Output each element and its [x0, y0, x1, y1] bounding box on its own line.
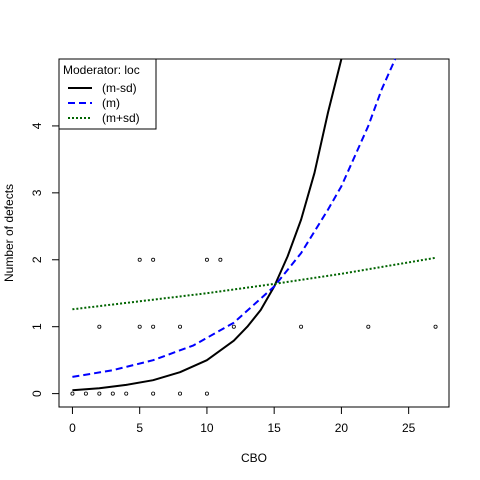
data-point — [83, 391, 88, 396]
data-point — [433, 324, 438, 329]
x-tick-label: 25 — [402, 421, 416, 435]
y-tick-label: 2 — [30, 256, 44, 263]
series-line-m — [72, 58, 397, 378]
data-point — [231, 324, 236, 329]
scatter-points — [70, 257, 438, 396]
x-tick-label: 20 — [335, 421, 349, 435]
data-point — [178, 391, 183, 396]
data-point — [110, 391, 115, 396]
data-point — [97, 391, 102, 396]
x-tick-label: 15 — [267, 421, 281, 435]
x-axis: 0 5 10 15 20 25 — [69, 406, 416, 435]
legend-title: Moderator: loc — [63, 63, 140, 77]
data-point — [366, 324, 371, 329]
legend-label-m: (m) — [102, 96, 120, 110]
y-tick-label: 0 — [30, 390, 44, 397]
y-tick-label: 4 — [30, 122, 44, 129]
data-point — [137, 257, 142, 262]
data-point — [204, 391, 209, 396]
data-point — [97, 324, 102, 329]
data-point — [218, 257, 223, 262]
series-line-m-sd — [72, 58, 343, 392]
legend-box — [58, 58, 157, 130]
data-point — [70, 391, 75, 396]
legend-label-m-plus-sd: (m+sd) — [102, 111, 140, 125]
y-axis-label: Number of defects — [2, 184, 16, 282]
legend-label-m-sd: (m-sd) — [102, 81, 137, 95]
data-point — [204, 257, 209, 262]
data-point — [137, 324, 142, 329]
data-point — [151, 324, 156, 329]
x-tick-label: 10 — [200, 421, 214, 435]
data-point — [151, 257, 156, 262]
y-tick-label: 3 — [30, 189, 44, 196]
y-axis: 0 1 2 3 4 — [30, 122, 60, 397]
series-lines — [72, 58, 436, 392]
y-tick-label: 1 — [30, 323, 44, 330]
legend: Moderator: loc (m-sd) (m) (m+sd) — [58, 58, 157, 130]
series-line-m-sd — [72, 256, 436, 311]
data-point — [299, 324, 304, 329]
x-axis-label: CBO — [241, 451, 267, 465]
data-point — [178, 324, 183, 329]
x-tick-label: 0 — [69, 421, 76, 435]
x-tick-label: 5 — [136, 421, 143, 435]
data-point — [151, 391, 156, 396]
data-point — [124, 391, 129, 396]
